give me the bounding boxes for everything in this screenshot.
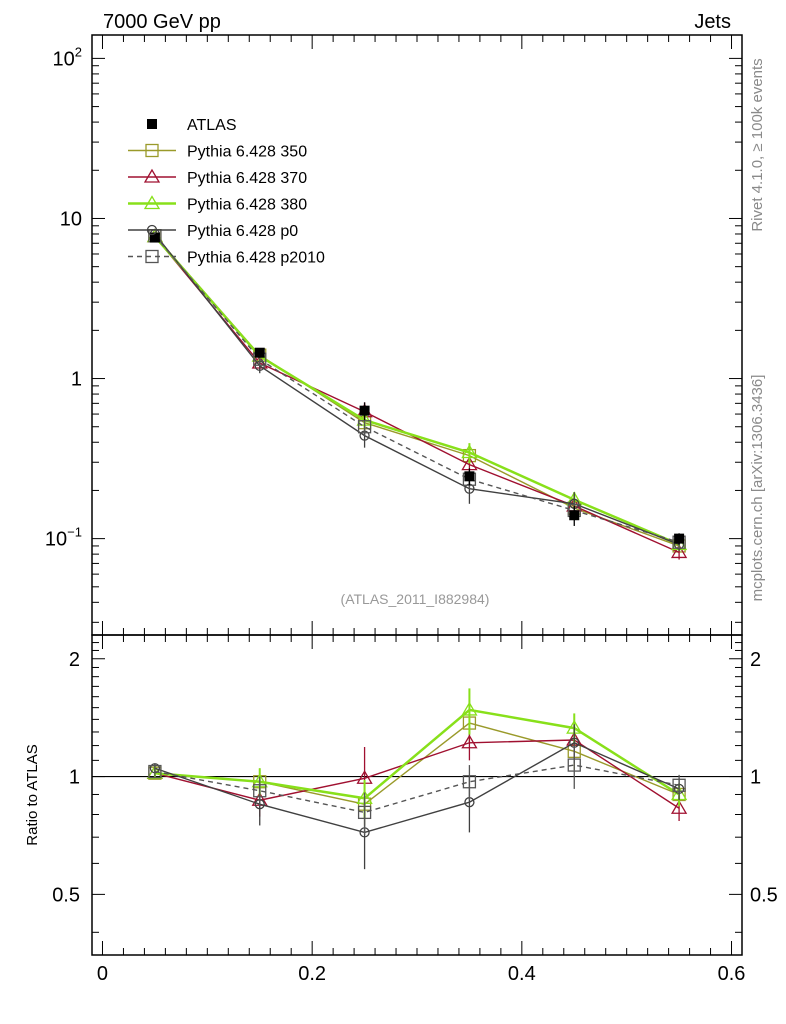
category-label: Jets bbox=[694, 11, 731, 33]
ratio-point-pythia-6-428-p2010 bbox=[672, 778, 686, 792]
main-point-atlas bbox=[254, 347, 265, 358]
ratio-line-pythia-6-428-p0 bbox=[154, 741, 680, 834]
ratio-point-pythia-6-428-p2010 bbox=[253, 784, 267, 798]
ratio-line-pythia-6-428-370 bbox=[154, 739, 680, 809]
ratio-point-pythia-6-428-p2010 bbox=[357, 805, 372, 820]
main-panel-frame: 102 10−1 10 1 bbox=[45, 34, 743, 955]
legend: ATLAS Pythia 6.428 350 Pythia 6.428 370 Pyt… bbox=[128, 117, 325, 267]
ratio-line-pythia-6-428-350 bbox=[154, 722, 680, 805]
ratio-point-pythia-6-428-p2010 bbox=[148, 764, 162, 779]
x-tick-label: 0.6 bbox=[718, 963, 746, 985]
legend-marker-pythia-6-428-p2010 bbox=[145, 249, 159, 264]
ratio-plot-frame bbox=[91, 634, 743, 956]
ratio-line-pythia-6-428-380 bbox=[154, 708, 680, 800]
legend-marker-pythia-6-428-p0 bbox=[146, 224, 158, 236]
legend-marker-atlas bbox=[147, 119, 157, 129]
legend-marker-pythia-6-428-380 bbox=[143, 195, 161, 210]
y-tick-label-100: 102 bbox=[53, 44, 82, 70]
ratio-y-tick-label-right: 0.5 bbox=[750, 884, 778, 906]
rivet-version-label: Rivet 4.1.0, ≥ 100k events bbox=[749, 58, 766, 231]
main-point-atlas bbox=[569, 510, 580, 521]
main-point-atlas bbox=[149, 232, 160, 243]
ratio-point-pythia-6-428-370 bbox=[461, 734, 478, 749]
y-tick-label-1: 1 bbox=[71, 369, 82, 391]
main-point-pythia-6-428-370 bbox=[670, 544, 688, 559]
main-line-pythia-6-428-380 bbox=[153, 235, 680, 546]
main-point-atlas bbox=[359, 405, 370, 416]
ratio-y-tick-label: 0.5 bbox=[52, 884, 80, 906]
ratio-y-tick-label-right: 1 bbox=[750, 767, 761, 789]
mcplots-label: mcplots.cern.ch [arXiv:1306.3436] bbox=[749, 375, 766, 602]
analysis-id-label: (ATLAS_2011_I882984) bbox=[341, 591, 490, 607]
legend-label-pythia-6-428-p0: Pythia 6.428 p0 bbox=[187, 223, 298, 240]
x-tick-label: 0.4 bbox=[508, 963, 536, 985]
legend-label-pythia-6-428-350: Pythia 6.428 350 bbox=[187, 144, 307, 161]
legend-label-atlas: ATLAS bbox=[187, 117, 237, 134]
legend-marker-pythia-6-428-370 bbox=[143, 168, 161, 183]
ratio-panel-data bbox=[146, 688, 688, 870]
y-tick-label-10: 10 bbox=[60, 208, 82, 230]
main-line-pythia-6-428-p0 bbox=[154, 233, 680, 546]
ratio-panel-frame: 0 0.2 0.4 0.6 0.5 0.5 1 1 2 2 bbox=[52, 35, 778, 985]
legend-label-pythia-6-428-p2010: Pythia 6.428 p2010 bbox=[187, 250, 325, 267]
y-tick-label-0.1: 10−1 bbox=[45, 525, 82, 551]
x-tick-label: 0.2 bbox=[298, 963, 326, 985]
main-point-pythia-6-428-p2010 bbox=[357, 420, 372, 434]
x-tick-label: 0 bbox=[97, 963, 108, 985]
ratio-y-tick-label: 1 bbox=[69, 767, 80, 789]
ratio-point-pythia-6-428-370 bbox=[670, 799, 688, 814]
ratio-point-pythia-6-428-p2010 bbox=[567, 758, 581, 772]
main-line-pythia-6-428-350 bbox=[154, 235, 680, 547]
ratio-point-pythia-6-428-p2010 bbox=[462, 775, 477, 789]
main-point-pythia-6-428-380 bbox=[461, 444, 478, 459]
legend-label-pythia-6-428-380: Pythia 6.428 380 bbox=[187, 197, 307, 214]
legend-marker-pythia-6-428-350 bbox=[145, 143, 159, 158]
ratio-line-pythia-6-428-p2010 bbox=[154, 764, 680, 814]
main-line-pythia-6-428-p2010 bbox=[154, 235, 680, 543]
main-panel-data bbox=[146, 228, 688, 560]
main-line-pythia-6-428-370 bbox=[154, 236, 680, 554]
energy-label: 7000 GeV pp bbox=[103, 11, 221, 33]
ratio-y-tick-label: 2 bbox=[69, 649, 80, 671]
ratio-axis-label: Ratio to ATLAS bbox=[24, 744, 41, 845]
ratio-y-tick-label-right: 2 bbox=[750, 649, 761, 671]
ratio-point-pythia-6-428-380 bbox=[461, 701, 478, 716]
main-point-atlas bbox=[464, 471, 475, 482]
main-point-atlas bbox=[674, 533, 685, 544]
legend-label-pythia-6-428-370: Pythia 6.428 370 bbox=[187, 170, 307, 187]
